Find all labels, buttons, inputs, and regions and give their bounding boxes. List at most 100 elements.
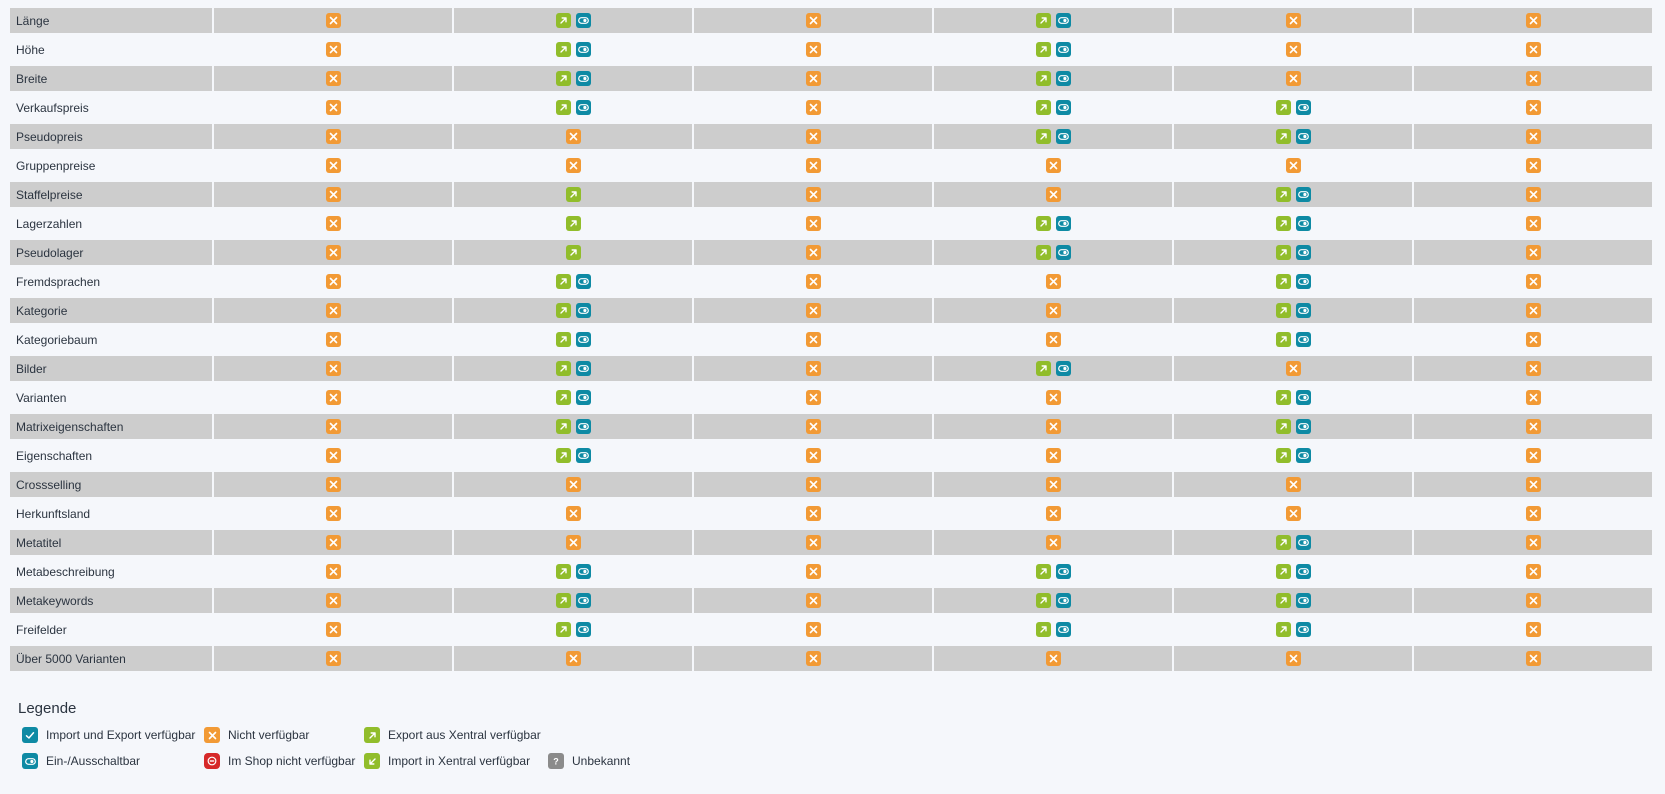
cross-icon bbox=[565, 477, 581, 492]
cross-icon bbox=[325, 390, 341, 405]
table-row: Pseudopreis bbox=[10, 122, 1653, 151]
cell-icons bbox=[1045, 535, 1061, 550]
table-cell bbox=[214, 211, 452, 236]
cross-icon bbox=[805, 622, 821, 637]
export-arrow-icon bbox=[565, 187, 581, 202]
table-cell bbox=[1174, 501, 1412, 526]
row-label: Lagerzahlen bbox=[16, 216, 83, 231]
cross-icon bbox=[325, 448, 341, 463]
table-cell bbox=[214, 559, 452, 584]
cell-icons bbox=[565, 129, 581, 144]
cell-icons bbox=[1275, 245, 1311, 260]
cell-icons bbox=[325, 593, 341, 608]
export-arrow-icon bbox=[555, 332, 571, 347]
export-arrow-icon bbox=[1035, 100, 1051, 115]
cell-icons bbox=[555, 419, 591, 434]
cell-icons bbox=[805, 100, 821, 115]
export-arrow-icon bbox=[1035, 361, 1051, 376]
table-cell bbox=[214, 530, 452, 555]
export-arrow-icon bbox=[1035, 564, 1051, 579]
row-label: Gruppenpreise bbox=[16, 158, 96, 173]
cell-icons bbox=[325, 651, 341, 666]
table-cell bbox=[1414, 617, 1652, 642]
export-arrow-icon bbox=[1275, 390, 1291, 405]
cross-icon bbox=[1525, 622, 1541, 637]
legend-label: Unbekannt bbox=[572, 754, 631, 768]
cross-icon bbox=[1045, 477, 1061, 492]
cell-icons bbox=[805, 390, 821, 405]
cross-icon bbox=[325, 535, 341, 550]
table-cell bbox=[694, 182, 932, 207]
table-cell bbox=[1174, 66, 1412, 91]
table-cell bbox=[1174, 356, 1412, 381]
cell-icons bbox=[1525, 448, 1541, 463]
table-cell bbox=[214, 124, 452, 149]
cross-icon bbox=[325, 158, 341, 173]
table-cell bbox=[1414, 211, 1652, 236]
cross-icon bbox=[325, 13, 341, 28]
toggle-icon bbox=[1295, 245, 1311, 260]
cross-icon bbox=[325, 71, 341, 86]
cell-icons bbox=[555, 361, 591, 376]
table-cell bbox=[1414, 559, 1652, 584]
cell-icons bbox=[555, 71, 591, 86]
table-cell bbox=[454, 269, 692, 294]
cross-icon bbox=[1525, 100, 1541, 115]
table-cell bbox=[214, 66, 452, 91]
table-row: Höhe bbox=[10, 35, 1653, 64]
cell-icons bbox=[1525, 100, 1541, 115]
table-cell bbox=[694, 269, 932, 294]
legend-item: Import und Export verfügbar bbox=[22, 727, 195, 743]
table-cell bbox=[214, 153, 452, 178]
table-cell bbox=[934, 530, 1172, 555]
cell-icons bbox=[1275, 332, 1311, 347]
table-cell bbox=[1414, 588, 1652, 613]
row-label: Über 5000 Varianten bbox=[10, 646, 212, 671]
table-cell bbox=[934, 211, 1172, 236]
export-arrow-icon bbox=[1275, 419, 1291, 434]
cross-icon bbox=[1525, 71, 1541, 86]
toggle-icon bbox=[1055, 129, 1071, 144]
cell-icons bbox=[325, 506, 341, 521]
table-cell bbox=[214, 646, 452, 671]
table-cell bbox=[934, 414, 1172, 439]
cell-icons bbox=[1285, 42, 1301, 57]
toggle-icon bbox=[575, 332, 591, 347]
cross-icon bbox=[1525, 332, 1541, 347]
cell-icons bbox=[1275, 390, 1311, 405]
cell-icons bbox=[555, 390, 591, 405]
table-row: Breite bbox=[10, 64, 1653, 93]
cell-icons bbox=[1275, 564, 1311, 579]
table-cell bbox=[1414, 327, 1652, 352]
table-cell bbox=[1414, 8, 1652, 33]
table-cell bbox=[454, 530, 692, 555]
table-cell bbox=[694, 356, 932, 381]
cell-icons bbox=[1045, 158, 1061, 173]
cell-icons bbox=[1525, 129, 1541, 144]
cross-icon bbox=[805, 477, 821, 492]
cell-icons bbox=[1525, 651, 1541, 666]
table-row: Pseudolager bbox=[10, 238, 1653, 267]
cell-icons bbox=[805, 13, 821, 28]
cell-icons bbox=[1525, 187, 1541, 202]
cell-icons bbox=[325, 274, 341, 289]
table-cell bbox=[694, 124, 932, 149]
table-cell bbox=[454, 37, 692, 62]
table-cell bbox=[454, 501, 692, 526]
table-cell bbox=[694, 95, 932, 120]
toggle-icon bbox=[1295, 274, 1311, 289]
cell-icons bbox=[1045, 274, 1061, 289]
cell-icons bbox=[565, 158, 581, 173]
cell-icons bbox=[1525, 13, 1541, 28]
cell-icons bbox=[1275, 622, 1311, 637]
toggle-icon bbox=[1055, 42, 1071, 57]
table-cell bbox=[454, 443, 692, 468]
table-cell bbox=[454, 8, 692, 33]
table-cell bbox=[1174, 530, 1412, 555]
cell-icons bbox=[1285, 506, 1301, 521]
cell-icons bbox=[1045, 651, 1061, 666]
cross-icon bbox=[1525, 448, 1541, 463]
table-row: Metakeywords bbox=[10, 586, 1653, 615]
legend-item: ? Unbekannt bbox=[548, 753, 630, 769]
cell-icons bbox=[325, 71, 341, 86]
